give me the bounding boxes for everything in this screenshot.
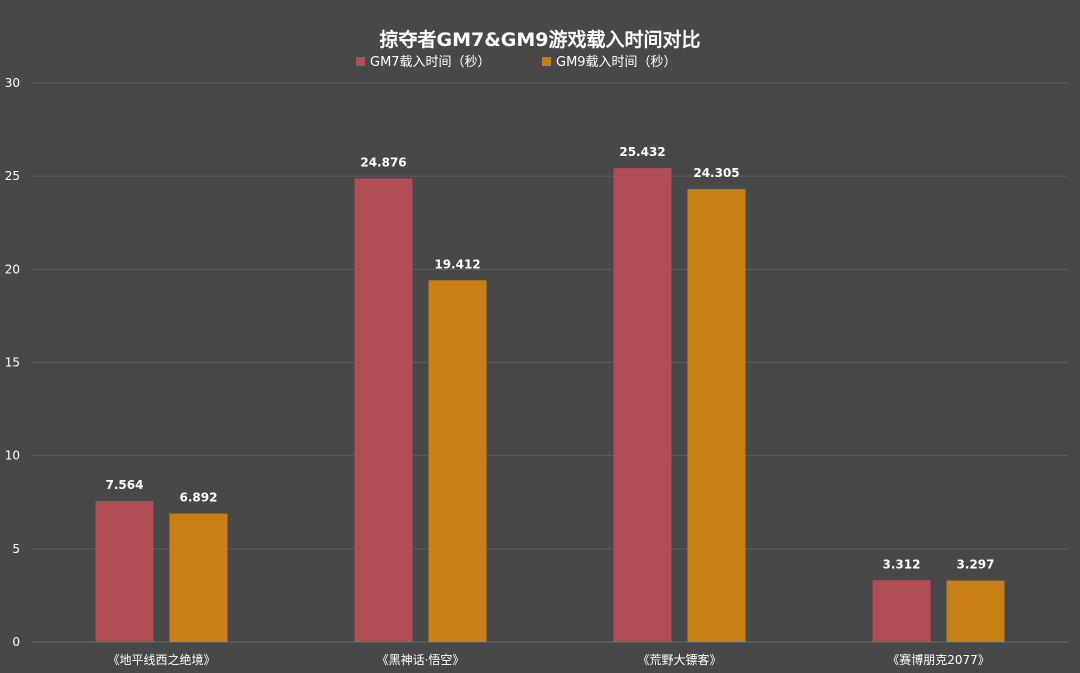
- data-label: 6.892: [180, 491, 218, 505]
- data-label: 3.312: [883, 557, 921, 571]
- bar-gm9: [169, 513, 228, 642]
- legend-swatch-gm7: [356, 57, 365, 66]
- legend: GM7载入时间（秒） GM9载入时间（秒）: [356, 55, 677, 70]
- data-label: 25.432: [619, 145, 665, 159]
- data-label: 24.876: [360, 155, 406, 169]
- bar-gm7: [354, 178, 413, 642]
- x-category-label: 《荒野大镖客》: [637, 652, 721, 667]
- y-tick-label: 25: [5, 169, 20, 183]
- x-category-label: 《赛博朋克2077》: [887, 652, 990, 667]
- bar-gm7: [872, 580, 931, 642]
- data-label: 3.297: [957, 558, 995, 572]
- y-tick-label: 15: [5, 356, 20, 370]
- bar-gm9: [687, 189, 746, 643]
- bar-gm9: [428, 280, 487, 642]
- bar-gm7: [613, 168, 672, 642]
- y-tick-label: 30: [5, 76, 20, 90]
- data-label: 7.564: [106, 478, 144, 492]
- data-label: 24.305: [693, 166, 739, 180]
- data-label: 19.412: [434, 257, 480, 271]
- y-tick-label: 5: [12, 542, 20, 556]
- x-category-label: 《地平线西之绝境》: [107, 652, 215, 667]
- y-axis-ticks: 0 5 10 15 20 25 30: [5, 76, 20, 649]
- legend-label-gm9: GM9载入时间（秒）: [556, 55, 677, 70]
- bars: [95, 168, 1005, 643]
- bar-gm7: [95, 501, 154, 642]
- legend-label-gm7: GM7载入时间（秒）: [370, 55, 491, 70]
- x-category-label: 《黑神话·悟空》: [377, 652, 465, 667]
- legend-swatch-gm9: [542, 57, 551, 66]
- chart-title: 掠夺者GM7&GM9游戏载入时间对比: [379, 28, 700, 51]
- y-tick-label: 20: [5, 262, 20, 276]
- x-axis-categories: 《地平线西之绝境》 《黑神话·悟空》 《荒野大镖客》 《赛博朋克2077》: [107, 652, 989, 667]
- y-tick-label: 10: [5, 449, 20, 463]
- y-tick-label: 0: [12, 635, 20, 649]
- bar-gm9: [946, 580, 1005, 642]
- data-labels: 7.564 6.892 24.876 19.412 25.432 24.305 3.312 3…: [106, 145, 995, 571]
